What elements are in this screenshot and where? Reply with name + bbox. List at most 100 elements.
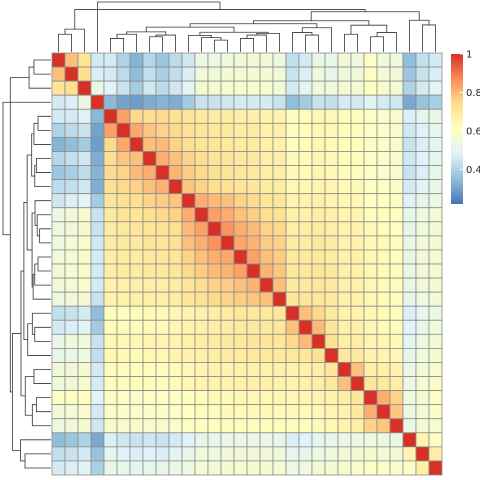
heatmap-grid bbox=[51, 52, 443, 476]
heatmap-cell bbox=[64, 151, 79, 166]
heatmap-cell bbox=[350, 347, 365, 363]
heatmap-cell bbox=[142, 108, 157, 124]
heatmap-cell bbox=[298, 319, 313, 335]
heatmap-cell bbox=[324, 249, 339, 265]
heatmap-cell bbox=[428, 221, 443, 237]
heatmap-cell bbox=[220, 151, 235, 166]
heatmap-cell bbox=[350, 207, 365, 223]
heatmap-cell bbox=[337, 404, 352, 420]
heatmap-cell bbox=[77, 404, 92, 420]
heatmap-cell bbox=[298, 277, 313, 293]
heatmap-cell bbox=[259, 235, 274, 251]
heatmap-cell bbox=[77, 221, 92, 237]
heatmap-cell bbox=[402, 291, 417, 307]
heatmap-cell bbox=[168, 446, 183, 462]
heatmap-cell bbox=[363, 432, 378, 448]
heatmap-cell bbox=[389, 151, 404, 166]
heatmap-cell bbox=[402, 460, 417, 476]
heatmap-cell bbox=[103, 193, 118, 209]
heatmap-cell bbox=[259, 432, 274, 448]
heatmap-cell bbox=[298, 263, 313, 279]
heatmap-cell bbox=[376, 80, 391, 96]
heatmap-cell bbox=[129, 80, 144, 96]
heatmap-cell bbox=[324, 376, 339, 391]
heatmap-cell bbox=[402, 333, 417, 349]
heatmap-cell bbox=[207, 362, 222, 377]
heatmap-cell bbox=[64, 432, 79, 448]
heatmap-cell bbox=[77, 122, 92, 138]
heatmap-cell bbox=[246, 418, 261, 434]
heatmap-cell bbox=[415, 418, 430, 434]
heatmap-cell bbox=[259, 94, 274, 110]
heatmap-cell bbox=[246, 432, 261, 448]
heatmap-cell bbox=[64, 52, 79, 68]
heatmap-cell bbox=[259, 291, 274, 307]
heatmap-cell bbox=[311, 94, 326, 110]
heatmap-cell bbox=[51, 136, 66, 152]
heatmap-cell bbox=[194, 94, 209, 110]
heatmap-cell bbox=[350, 376, 365, 391]
heatmap-cell bbox=[220, 460, 235, 476]
heatmap-cell bbox=[376, 319, 391, 335]
heatmap-cell bbox=[155, 193, 170, 209]
heatmap-cell bbox=[337, 66, 352, 82]
heatmap-cell bbox=[259, 179, 274, 195]
heatmap-cell bbox=[363, 108, 378, 124]
heatmap-cell bbox=[324, 362, 339, 377]
heatmap-cell bbox=[428, 376, 443, 391]
legend-tick-label: 0.6 bbox=[466, 126, 480, 137]
heatmap-cell bbox=[376, 207, 391, 223]
heatmap-cell bbox=[324, 108, 339, 124]
heatmap-cell bbox=[77, 460, 92, 476]
heatmap-cell bbox=[337, 52, 352, 68]
heatmap-cell bbox=[428, 122, 443, 138]
heatmap-cell bbox=[142, 193, 157, 209]
heatmap-cell bbox=[428, 291, 443, 307]
legend-color-bar bbox=[451, 54, 463, 204]
heatmap-cell bbox=[337, 333, 352, 349]
heatmap-cell bbox=[233, 319, 248, 335]
heatmap-cell bbox=[233, 193, 248, 209]
heatmap-cell bbox=[129, 193, 144, 209]
dendrogram-branch bbox=[34, 326, 51, 342]
dendrogram-branch bbox=[34, 263, 51, 286]
heatmap-cell bbox=[116, 460, 131, 476]
heatmap-cell bbox=[207, 80, 222, 96]
heatmap-cell bbox=[103, 165, 118, 180]
heatmap-cell bbox=[272, 432, 287, 448]
heatmap-cell bbox=[233, 362, 248, 377]
heatmap-cell bbox=[77, 319, 92, 335]
heatmap-cell bbox=[389, 179, 404, 195]
heatmap-cell bbox=[389, 235, 404, 251]
heatmap-cell bbox=[233, 94, 248, 110]
heatmap-cell bbox=[51, 418, 66, 434]
heatmap-cell bbox=[168, 263, 183, 279]
heatmap-cell bbox=[181, 446, 196, 462]
heatmap-cell bbox=[402, 277, 417, 293]
heatmap-cell bbox=[350, 165, 365, 180]
heatmap-cell bbox=[77, 333, 92, 349]
heatmap-cell bbox=[168, 66, 183, 82]
heatmap-cell bbox=[259, 362, 274, 377]
heatmap-cell bbox=[311, 404, 326, 420]
heatmap-cell bbox=[168, 165, 183, 180]
heatmap-cell bbox=[298, 376, 313, 391]
heatmap-cell bbox=[246, 207, 261, 223]
heatmap-cell bbox=[155, 52, 170, 68]
heatmap-cell bbox=[129, 249, 144, 265]
heatmap-cell bbox=[428, 235, 443, 251]
heatmap-cell bbox=[168, 418, 183, 434]
heatmap-cell bbox=[324, 235, 339, 251]
heatmap-cell bbox=[402, 136, 417, 152]
heatmap-cell bbox=[207, 122, 222, 138]
heatmap-cell bbox=[389, 263, 404, 279]
heatmap-cell bbox=[220, 263, 235, 279]
heatmap-cell bbox=[311, 362, 326, 377]
legend-tick-label: 1 bbox=[466, 50, 472, 61]
heatmap-cell bbox=[246, 305, 261, 321]
heatmap-cell bbox=[129, 108, 144, 124]
heatmap-cell bbox=[363, 319, 378, 335]
heatmap-cell bbox=[285, 390, 300, 406]
heatmap-cell bbox=[259, 108, 274, 124]
heatmap-cell bbox=[376, 390, 391, 406]
